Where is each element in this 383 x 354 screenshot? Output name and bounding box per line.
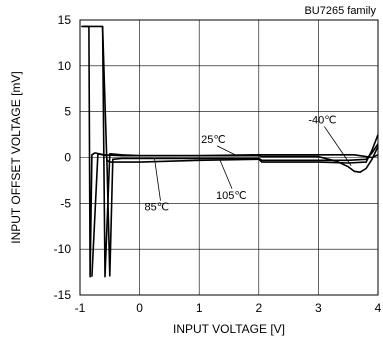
y-tick-label: -10 (54, 242, 72, 256)
y-tick-label: 5 (64, 105, 71, 119)
series-line (83, 25, 379, 278)
series-lines (81, 25, 379, 278)
annotation-label: 105℃ (216, 190, 247, 202)
annotation-label: 85℃ (145, 202, 170, 214)
series-line (91, 143, 379, 277)
annotation-label: 25℃ (201, 134, 226, 146)
plot-frame (79, 19, 379, 296)
grid (80, 20, 378, 295)
y-tick-label: 15 (58, 13, 72, 27)
series-line (81, 25, 379, 278)
annotations: -40℃ 25℃ 85℃ 105℃ (145, 115, 352, 214)
device-family-label: BU7265 family (304, 5, 376, 17)
x-tick-label: 2 (255, 301, 262, 315)
x-tick-label: 4 (375, 301, 382, 315)
x-tick-label: 1 (196, 301, 203, 315)
annotation-leader (324, 126, 352, 166)
y-tick-label: 10 (58, 59, 72, 73)
annotation-leader (154, 158, 161, 201)
x-tick-label: 0 (136, 301, 143, 315)
x-tick-label: 3 (315, 301, 322, 315)
x-tick-label: -1 (75, 301, 86, 315)
y-axis-ticks: -15 -10 -5 0 5 10 15 (54, 13, 72, 302)
y-axis-title: INPUT OFFSET VOLTAGE [mV] (9, 71, 23, 243)
y-tick-label: -15 (54, 288, 72, 302)
annotation-leader (219, 160, 233, 189)
x-axis-ticks: -1 0 1 2 3 4 (75, 301, 382, 315)
y-tick-label: 0 (64, 151, 71, 165)
y-tick-label: -5 (60, 196, 71, 210)
annotation-leader (216, 145, 236, 156)
series-line (101, 26, 379, 164)
annotation-label: -40℃ (308, 115, 336, 127)
x-axis-title: INPUT VOLTAGE [V] (173, 322, 285, 336)
